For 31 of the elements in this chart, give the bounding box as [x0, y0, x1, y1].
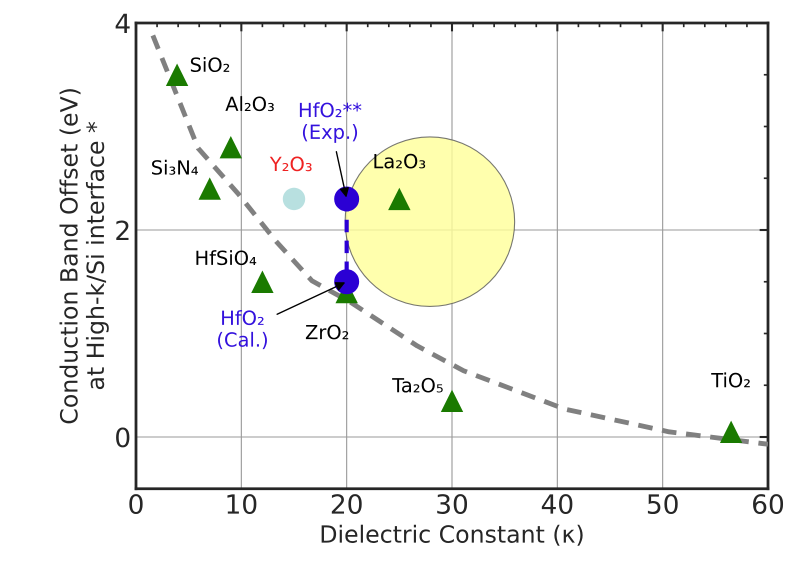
x-tick-label: 10 [227, 494, 256, 514]
annotation: HfSiO₄ [196, 250, 256, 266]
x-tick-label: 60 [753, 494, 784, 514]
annotation: Al₂O₃ [225, 96, 274, 112]
x-tick-label: 50 [648, 494, 678, 514]
point [251, 270, 274, 293]
y-tick-label: 2 [116, 220, 128, 240]
point [720, 420, 742, 444]
point [166, 64, 188, 86]
x-tick-label: 20 [332, 494, 362, 514]
y-tick-label: 4 [116, 14, 130, 34]
annotation: Ta₂O₅ [392, 378, 443, 393]
line-series [150, 32, 768, 447]
annotation: Si₃N₄ [152, 160, 198, 175]
y-tick-label: 0 [116, 427, 130, 448]
annotation: SiO₂ [190, 57, 230, 72]
x-tick-label: 30 [437, 494, 468, 514]
annotation: Y₂O₃ [270, 156, 312, 172]
point [220, 136, 242, 158]
annotation: ZrO₂ [306, 324, 348, 340]
point [198, 177, 221, 200]
point [388, 188, 411, 210]
annotation: HfO₂ (Cal.) [218, 310, 267, 350]
x-tick-label: 0 [129, 494, 143, 514]
x-tick-label: 40 [542, 494, 572, 514]
annotation: TiO₂ [711, 372, 750, 388]
annotation: La₂O₃ [374, 154, 426, 168]
annotation: HfO₂** (Exp.) [300, 102, 362, 143]
point [282, 188, 306, 210]
x-axis-title: Dielectric Constant (κ) [322, 524, 583, 546]
y-axis-title: Conduction Band Offset (eV) at High-k/Si interface * [60, 89, 109, 424]
